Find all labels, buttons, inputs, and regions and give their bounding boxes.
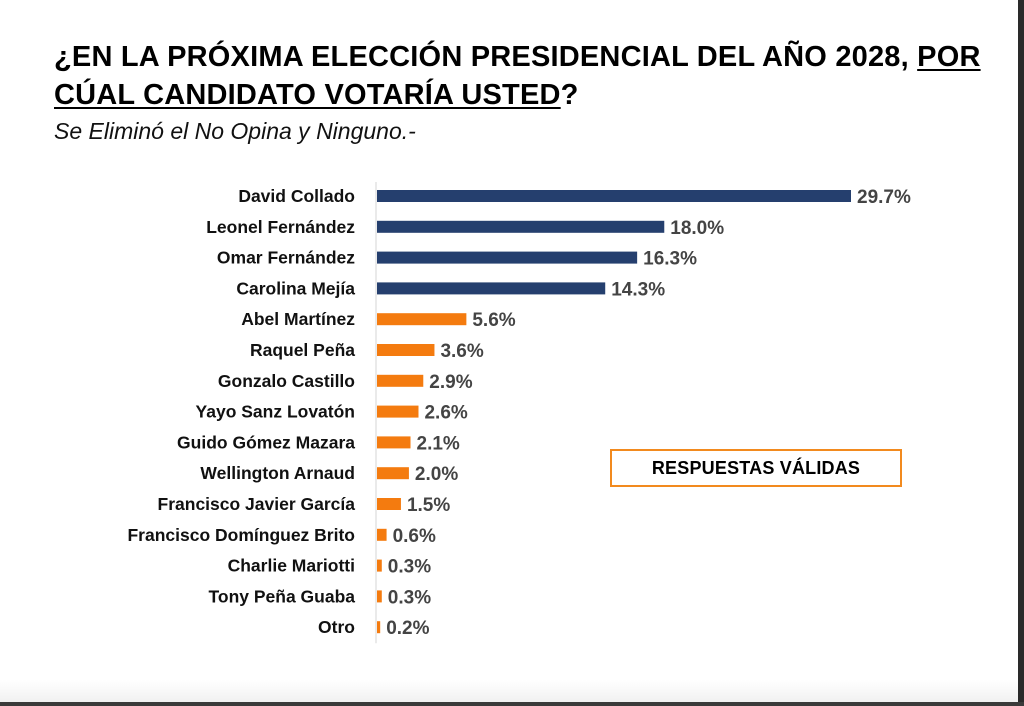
category-label: Raquel Peña — [250, 340, 355, 360]
window-edge-bottom — [0, 702, 1024, 706]
bar — [377, 559, 382, 572]
bar — [377, 251, 638, 264]
bar — [377, 405, 419, 418]
bar — [377, 313, 467, 326]
value-label: 0.6% — [393, 526, 436, 547]
category-label: Charlie Mariotti — [228, 556, 355, 576]
value-label: 0.3% — [388, 557, 431, 578]
window-edge-right — [1018, 0, 1024, 706]
chart-subtitle: Se Eliminó el No Opina y Ninguno.- — [54, 118, 416, 144]
title-underlined-text: POR CÚAL CANDIDATO VOTARÍA USTED — [54, 41, 981, 111]
category-label: Francisco Domínguez Brito — [127, 525, 355, 545]
value-label: 0.2% — [386, 618, 429, 639]
title-question-mark: ? — [560, 79, 579, 111]
page-bottom-shadow — [0, 680, 1018, 702]
category-label: Abel Martínez — [241, 309, 355, 329]
value-label: 5.6% — [472, 310, 515, 331]
category-label: David Collado — [238, 186, 355, 206]
value-label: 2.0% — [415, 464, 458, 485]
value-label: 18.0% — [670, 218, 724, 239]
category-label: Tony Peña Guaba — [208, 586, 355, 606]
value-label: 2.9% — [429, 372, 472, 393]
value-label: 1.5% — [407, 495, 450, 516]
bar — [377, 528, 387, 541]
category-label: Wellington Arnaud — [200, 463, 355, 483]
category-label: Guido Gómez Mazara — [177, 432, 355, 452]
value-label: 16.3% — [643, 249, 697, 270]
category-label: Francisco Javier García — [158, 494, 356, 514]
bar — [377, 467, 409, 480]
bar — [377, 344, 435, 356]
bar — [377, 282, 606, 295]
bar — [377, 498, 401, 510]
value-label: 2.1% — [417, 433, 460, 454]
category-label: Otro — [318, 617, 355, 637]
category-label: Carolina Mejía — [236, 278, 355, 298]
category-label: Gonzalo Castillo — [218, 371, 355, 391]
bar — [377, 190, 851, 202]
value-label: 14.3% — [611, 279, 665, 300]
valid-responses-badge: RESPUESTAS VÁLIDAS — [610, 449, 902, 487]
bar — [377, 590, 382, 603]
bar — [377, 220, 665, 233]
value-label: 2.6% — [424, 403, 467, 424]
category-label: Omar Fernández — [217, 248, 355, 268]
bar — [377, 436, 411, 449]
title-text: ¿EN LA PRÓXIMA ELECCIÓN PRESIDENCIAL DEL… — [54, 41, 918, 73]
category-label: Yayo Sanz Lovatón — [196, 402, 355, 422]
value-label: 3.6% — [440, 341, 483, 362]
bar — [377, 621, 381, 634]
chart-title: ¿EN LA PRÓXIMA ELECCIÓN PRESIDENCIAL DEL… — [54, 38, 984, 114]
value-label: 29.7% — [857, 187, 911, 208]
valid-responses-label: RESPUESTAS VÁLIDAS — [651, 457, 861, 478]
value-label: 0.3% — [388, 587, 431, 608]
category-label: Leonel Fernández — [206, 217, 355, 237]
bar — [377, 374, 424, 387]
